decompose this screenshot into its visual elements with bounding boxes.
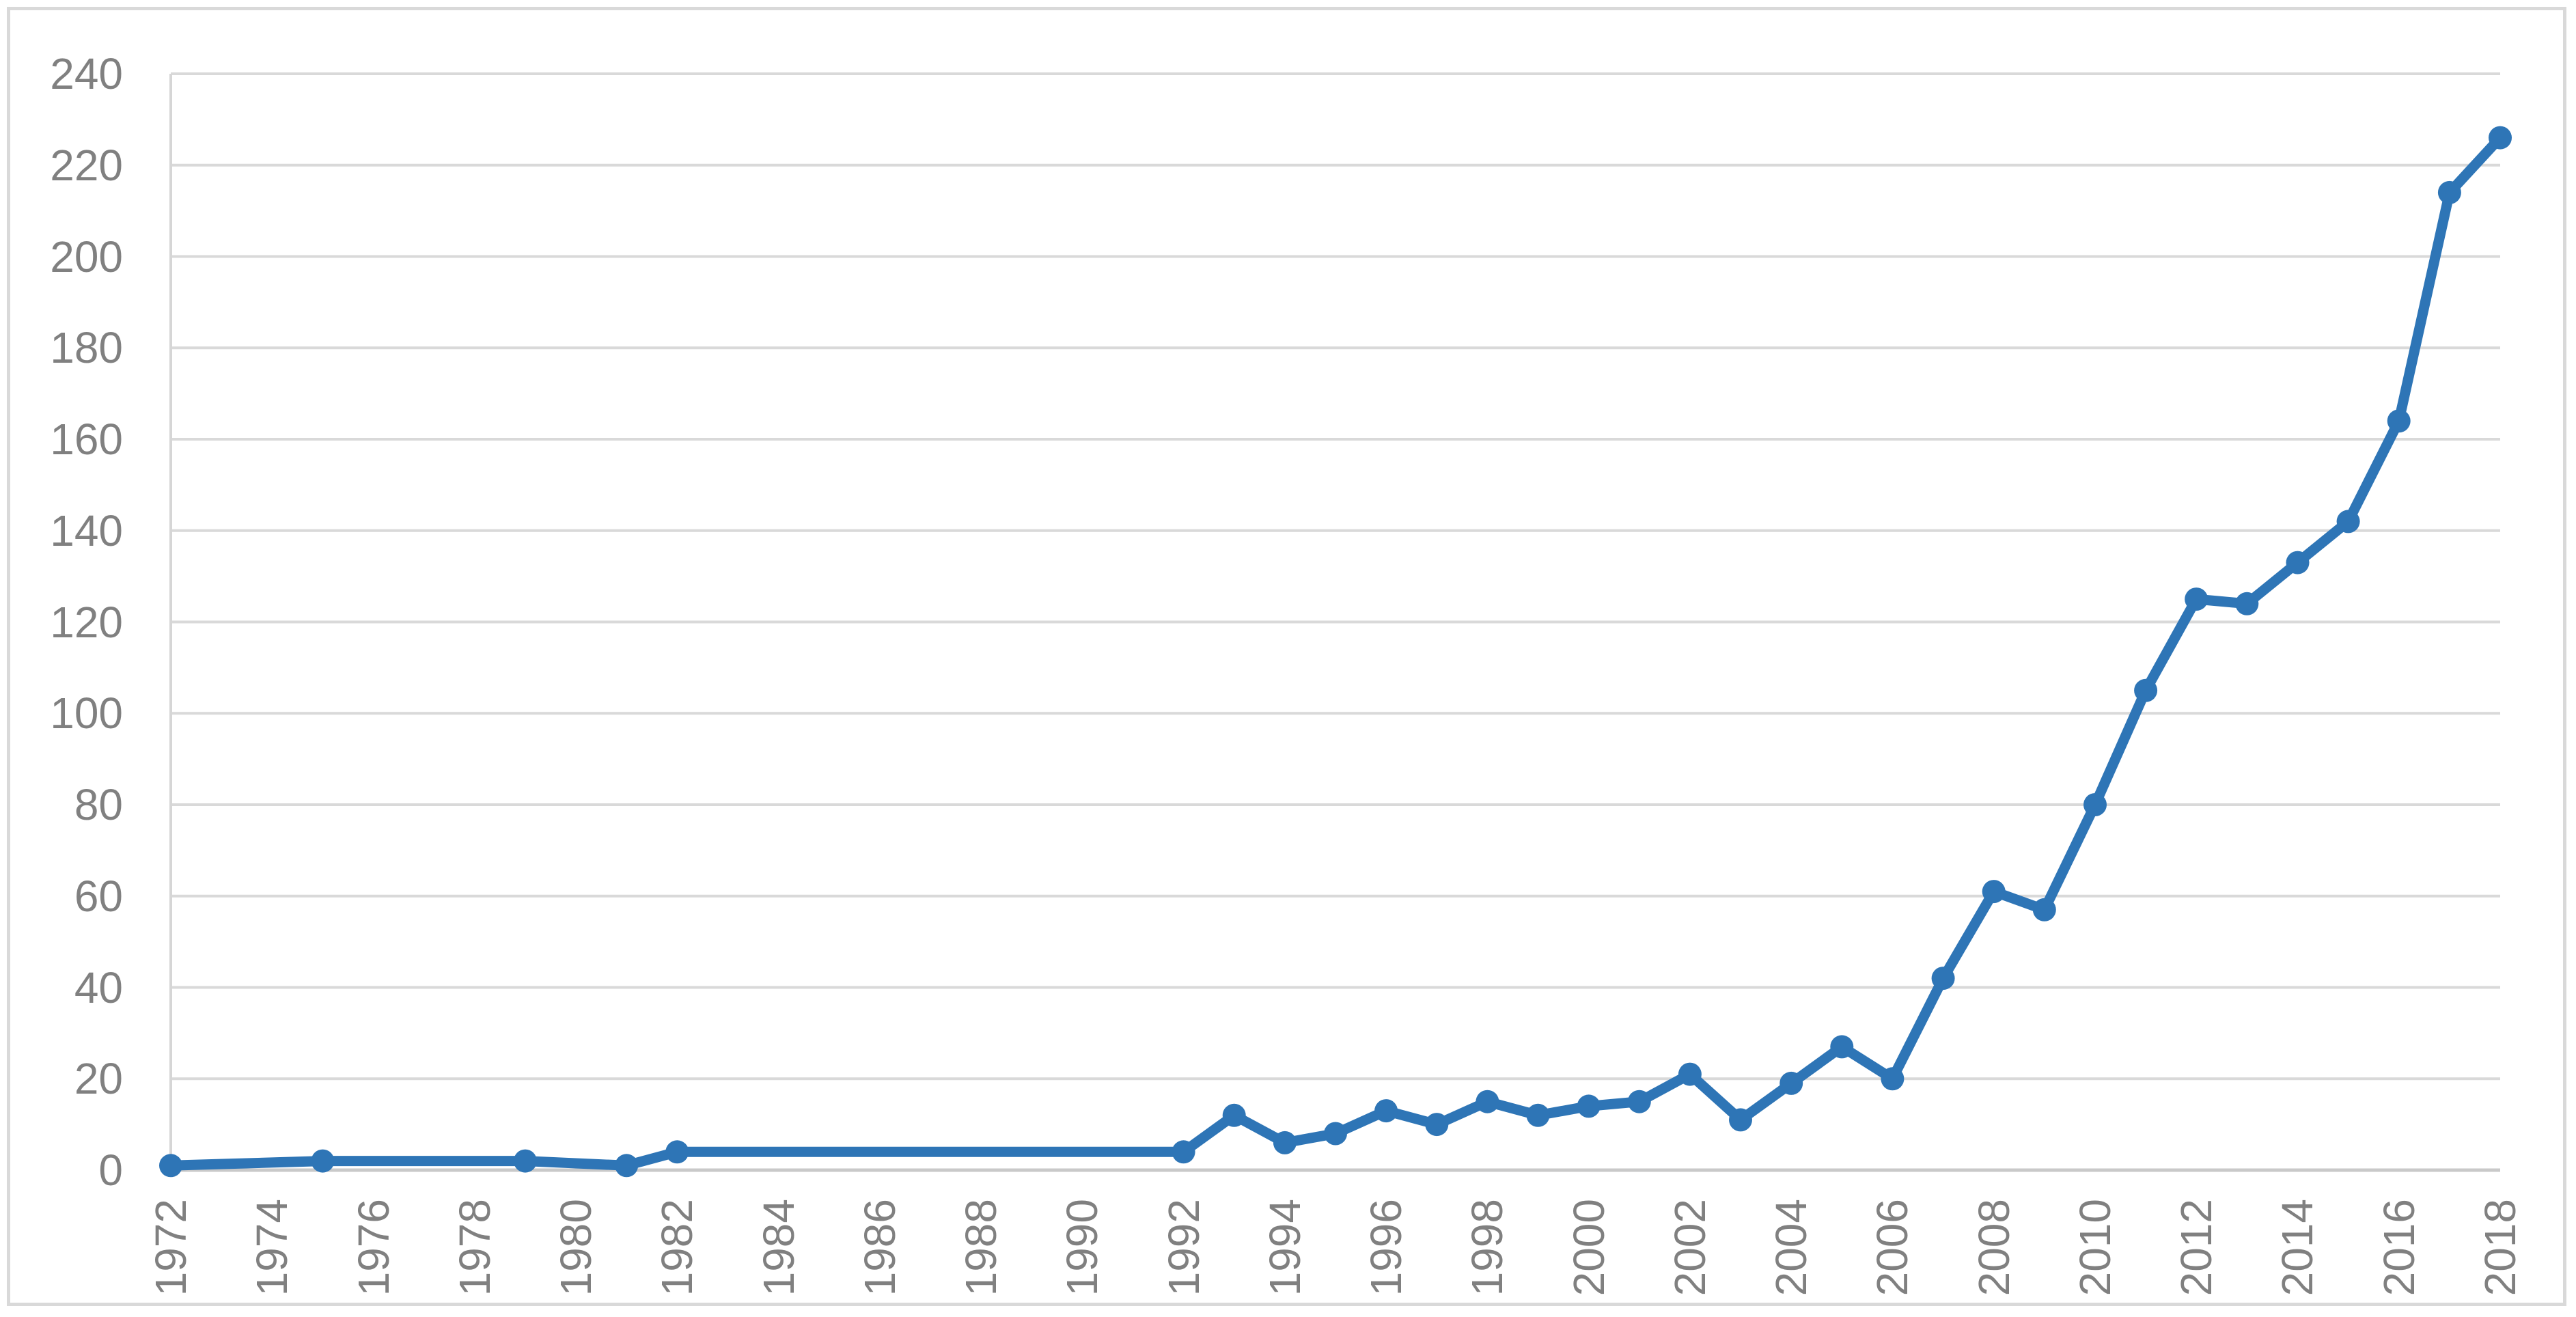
data-point-marker-2012 [2185, 587, 2208, 611]
data-point-marker-1993 [1222, 1103, 1246, 1127]
x-tick-label: 2000 [1564, 1199, 1614, 1297]
data-point-marker-2004 [1779, 1071, 1803, 1095]
data-point-marker-2015 [2336, 510, 2360, 533]
data-point-marker-1999 [1526, 1103, 1550, 1127]
data-point-marker-1992 [1172, 1140, 1195, 1164]
chart-border [7, 7, 2566, 1306]
data-point-marker-2001 [1627, 1090, 1651, 1113]
data-point-marker-2009 [2032, 898, 2056, 921]
data-series-line [165, 133, 2506, 1171]
y-tick-label: 160 [50, 415, 123, 464]
x-tick-label: 2006 [1868, 1199, 1917, 1297]
y-tick-label: 240 [50, 49, 123, 98]
data-point-marker-2006 [1881, 1067, 1905, 1091]
x-tick-label: 1998 [1463, 1199, 1512, 1297]
y-tick-label: 200 [50, 232, 123, 281]
x-tick-label: 1994 [1260, 1199, 1310, 1297]
x-tick-label: 1986 [855, 1199, 904, 1297]
data-point-marker-1997 [1425, 1113, 1449, 1137]
data-point-marker-2010 [2083, 793, 2107, 816]
data-series [159, 126, 2512, 1178]
data-point-marker-1981 [615, 1154, 639, 1178]
data-point-marker-1995 [1324, 1122, 1347, 1146]
x-tick-label: 1992 [1159, 1199, 1208, 1297]
x-tick-label: 1978 [449, 1199, 499, 1297]
data-point-marker-2003 [1729, 1108, 1752, 1132]
data-point-marker-2017 [2437, 180, 2461, 204]
data-point-marker-2002 [1678, 1062, 1702, 1086]
data-point-marker-1994 [1273, 1131, 1297, 1154]
x-tick-label: 1974 [247, 1199, 297, 1297]
x-tick-label: 2008 [1969, 1199, 2019, 1297]
x-tick-label: 1988 [956, 1199, 1006, 1297]
y-tick-label: 140 [50, 505, 123, 555]
x-tick-label: 2016 [2374, 1199, 2424, 1297]
x-tick-label: 2010 [2070, 1199, 2120, 1297]
gridlines [171, 72, 2500, 1172]
data-point-marker-2016 [2387, 409, 2411, 433]
y-tick-label: 40 [74, 962, 123, 1012]
y-tick-label: 180 [50, 323, 123, 373]
x-tick-label: 1976 [348, 1199, 398, 1297]
data-point-marker-2014 [2286, 551, 2310, 574]
y-tick-label: 60 [74, 871, 123, 921]
data-point-marker-2018 [2489, 126, 2512, 150]
data-point-marker-2011 [2134, 678, 2158, 702]
x-tick-label: 1980 [551, 1199, 601, 1297]
x-tick-label: 2018 [2476, 1199, 2525, 1297]
x-tick-label: 2002 [1665, 1199, 1715, 1297]
x-tick-label: 1990 [1057, 1199, 1107, 1297]
data-point-marker-1982 [665, 1140, 689, 1164]
x-tick-label: 2014 [2273, 1199, 2323, 1297]
x-tick-label: 1972 [146, 1199, 195, 1297]
x-tick-label: 2012 [2172, 1199, 2221, 1297]
x-tick-label: 1984 [753, 1199, 803, 1297]
data-point-marker-2007 [1931, 967, 1955, 990]
y-tick-label: 100 [50, 689, 123, 738]
data-point-marker-1972 [159, 1154, 182, 1178]
x-tick-label: 1982 [652, 1199, 702, 1297]
y-tick-label: 120 [50, 597, 123, 647]
y-tick-label: 80 [74, 780, 123, 829]
data-point-marker-1979 [513, 1149, 537, 1173]
y-tick-label: 20 [74, 1054, 123, 1104]
y-tick-label: 0 [98, 1146, 123, 1195]
data-point-marker-2000 [1577, 1094, 1601, 1118]
y-tick-label: 220 [50, 140, 123, 190]
data-point-marker-1996 [1374, 1099, 1398, 1123]
data-point-marker-2013 [2235, 592, 2259, 615]
data-point-marker-2008 [1982, 880, 2006, 904]
x-tick-label: 2004 [1767, 1199, 1816, 1297]
data-point-marker-1998 [1476, 1090, 1499, 1113]
data-point-marker-2005 [1830, 1035, 1854, 1059]
x-tick-label: 1996 [1361, 1199, 1411, 1297]
data-point-marker-1975 [311, 1149, 335, 1173]
